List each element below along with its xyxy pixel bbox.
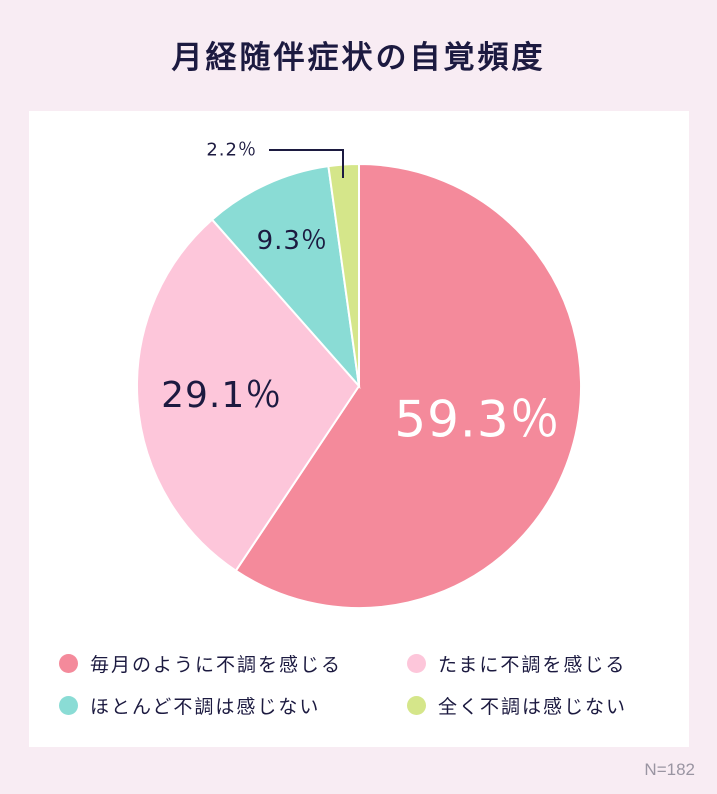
legend-label: ほとんど不調は感じない xyxy=(90,696,321,718)
chart-panel: 59.3％ 29.1％ 9.3％ 2.2％ 毎月のように不調を感じる たまに不調を感じる… xyxy=(29,111,689,747)
slice-data-label: 29.1％ xyxy=(161,375,282,416)
slice-data-label: 9.3％ xyxy=(257,226,328,256)
slice-data-label: 59.3％ xyxy=(394,390,560,448)
legend-swatch xyxy=(407,696,426,715)
chart-title: 月経随伴症状の自覚頻度 xyxy=(171,40,546,76)
slice-data-label: 2.2％ xyxy=(206,140,257,161)
pie-chart: 59.3％ 29.1％ 9.3％ 2.2％ xyxy=(136,140,582,609)
legend-label: 全く不調は感じない xyxy=(438,696,628,718)
legend-item: 毎月のように不調を感じる xyxy=(59,650,342,677)
leader-line xyxy=(269,149,344,178)
legend-swatch xyxy=(407,654,426,673)
legend-item: 全く不調は感じない xyxy=(407,692,627,719)
sample-size-note: N=182 xyxy=(644,760,695,779)
pie-slice xyxy=(210,164,361,390)
legend-swatch xyxy=(59,696,78,715)
pie-slice xyxy=(234,162,582,609)
legend-swatch xyxy=(59,654,78,673)
pie-slice xyxy=(136,218,361,573)
legend-label: 毎月のように不調を感じる xyxy=(90,654,343,676)
legend-label: たまに不調を感じる xyxy=(438,654,627,676)
legend-item: たまに不調を感じる xyxy=(407,650,626,677)
legend-item: ほとんど不調は感じない xyxy=(59,692,320,719)
